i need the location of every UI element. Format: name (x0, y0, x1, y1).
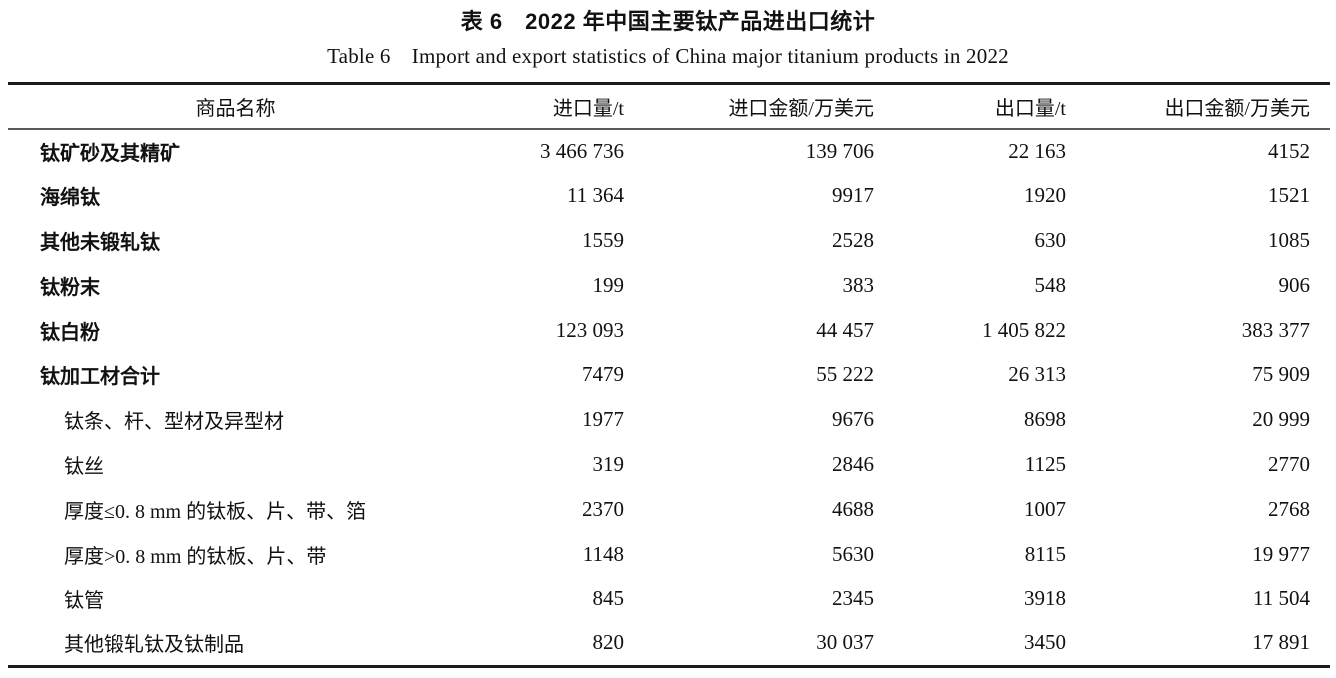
import-quantity-cell: 820 (592, 630, 625, 655)
product-name-cell: 钛矿砂及其精矿 (40, 142, 180, 165)
import-value-cell: 44 457 (816, 317, 874, 342)
import-quantity-cell: 3 466 736 (540, 138, 624, 163)
export-quantity-cell: 26 313 (1008, 362, 1066, 387)
column-header-import-quantity: 进口量/t (463, 83, 625, 130)
table-row: 厚度>0. 8 mm 的钛板、片、带 1148 5630 8115 19 977 (8, 532, 1330, 577)
import-value-cell: 2846 (832, 451, 874, 476)
export-value-cell: 2770 (1268, 451, 1310, 476)
table-row: 钛加工材合计 7479 55 222 26 313 75 909 (8, 352, 1330, 397)
header-row: 商品名称 进口量/t 进口金额/万美元 出口量/t 出口金额/万美元 (8, 83, 1330, 130)
export-quantity-cell: 1920 (1024, 183, 1066, 208)
export-value-cell: 17 891 (1252, 630, 1310, 655)
export-quantity-cell: 1125 (1024, 451, 1066, 476)
export-value-cell: 11 504 (1253, 586, 1310, 611)
product-name-cell: 钛条、杆、型材及异型材 (64, 411, 284, 434)
export-quantity-cell: 1007 (1024, 496, 1066, 521)
import-quantity-cell: 199 (592, 272, 625, 297)
export-value-cell: 383 377 (1241, 317, 1310, 342)
product-name-cell: 厚度≤0. 8 mm 的钛板、片、带、箔 (64, 500, 367, 523)
import-value-cell: 30 037 (816, 630, 874, 655)
import-value-cell: 9676 (832, 407, 874, 432)
import-value-cell: 2528 (832, 227, 874, 252)
table-row: 海绵钛 11 364 9917 1920 1521 (8, 173, 1330, 218)
column-header-import-value: 进口金额/万美元 (625, 83, 875, 130)
product-name-cell: 钛丝 (64, 455, 104, 478)
product-name-cell: 其他锻轧钛及钛制品 (64, 634, 244, 657)
export-quantity-cell: 548 (1034, 272, 1067, 297)
export-quantity-cell: 22 163 (1008, 138, 1066, 163)
import-value-cell: 55 222 (816, 362, 874, 387)
import-value-cell: 5630 (832, 541, 874, 566)
import-quantity-cell: 319 (592, 451, 625, 476)
table-caption-zh: 表 6 2022 年中国主要钛产品进出口统计 (460, 9, 876, 34)
import-quantity-cell: 1977 (582, 407, 624, 432)
import-quantity-cell: 7479 (582, 362, 624, 387)
table-row: 钛条、杆、型材及异型材 1977 9676 8698 20 999 (8, 397, 1330, 442)
column-header-export-value: 出口金额/万美元 (1067, 83, 1330, 130)
table-row: 钛粉末 199 383 548 906 (8, 263, 1330, 308)
product-name-cell: 厚度>0. 8 mm 的钛板、片、带 (64, 545, 327, 568)
export-quantity-cell: 3918 (1024, 586, 1066, 611)
import-quantity-cell: 123 093 (555, 317, 624, 342)
product-name-cell: 钛粉末 (40, 276, 100, 299)
import-quantity-cell: 1559 (582, 227, 624, 252)
export-value-cell: 1085 (1268, 227, 1310, 252)
export-value-cell: 906 (1278, 272, 1311, 297)
export-value-cell: 2768 (1268, 496, 1310, 521)
table-row: 厚度≤0. 8 mm 的钛板、片、带、箔 2370 4688 1007 2768 (8, 487, 1330, 532)
export-quantity-cell: 8698 (1024, 407, 1066, 432)
export-quantity-cell: 8115 (1024, 541, 1066, 566)
table-row: 钛管 845 2345 3918 11 504 (8, 576, 1330, 621)
import-value-cell: 9917 (832, 183, 874, 208)
table-row: 钛矿砂及其精矿 3 466 736 139 706 22 163 4152 (8, 129, 1330, 174)
export-value-cell: 4152 (1268, 138, 1310, 163)
export-value-cell: 20 999 (1252, 407, 1310, 432)
export-quantity-cell: 3450 (1024, 630, 1066, 655)
table-row: 其他锻轧钛及钛制品 820 30 037 3450 17 891 (8, 621, 1330, 666)
import-value-cell: 139 706 (805, 138, 874, 163)
import-value-cell: 4688 (832, 496, 874, 521)
titanium-import-export-table: 商品名称 进口量/t 进口金额/万美元 出口量/t 出口金额/万美元 钛矿砂及其… (8, 82, 1330, 668)
export-value-cell: 19 977 (1252, 541, 1310, 566)
import-value-cell: 2345 (832, 586, 874, 611)
export-quantity-cell: 630 (1034, 227, 1067, 252)
product-name-cell: 其他未锻轧钛 (40, 231, 160, 254)
table-caption-en: Table 6 Import and export statistics of … (327, 44, 1009, 68)
import-quantity-cell: 845 (592, 586, 625, 611)
table-row: 其他未锻轧钛 1559 2528 630 1085 (8, 218, 1330, 263)
import-quantity-cell: 2370 (582, 496, 624, 521)
product-name-cell: 钛白粉 (40, 321, 100, 344)
column-header-product-name: 商品名称 (8, 83, 463, 130)
product-name-cell: 钛加工材合计 (40, 366, 160, 389)
product-name-cell: 钛管 (64, 590, 104, 613)
import-quantity-cell: 1148 (582, 541, 624, 566)
import-value-cell: 383 (842, 272, 875, 297)
import-quantity-cell: 11 364 (567, 183, 624, 208)
export-value-cell: 75 909 (1252, 362, 1310, 387)
product-name-cell: 海绵钛 (40, 187, 100, 210)
table-row: 钛白粉 123 093 44 457 1 405 822 383 377 (8, 308, 1330, 353)
export-value-cell: 1521 (1268, 183, 1310, 208)
table-row: 钛丝 319 2846 1125 2770 (8, 442, 1330, 487)
column-header-export-quantity: 出口量/t (875, 83, 1067, 130)
export-quantity-cell: 1 405 822 (982, 317, 1066, 342)
